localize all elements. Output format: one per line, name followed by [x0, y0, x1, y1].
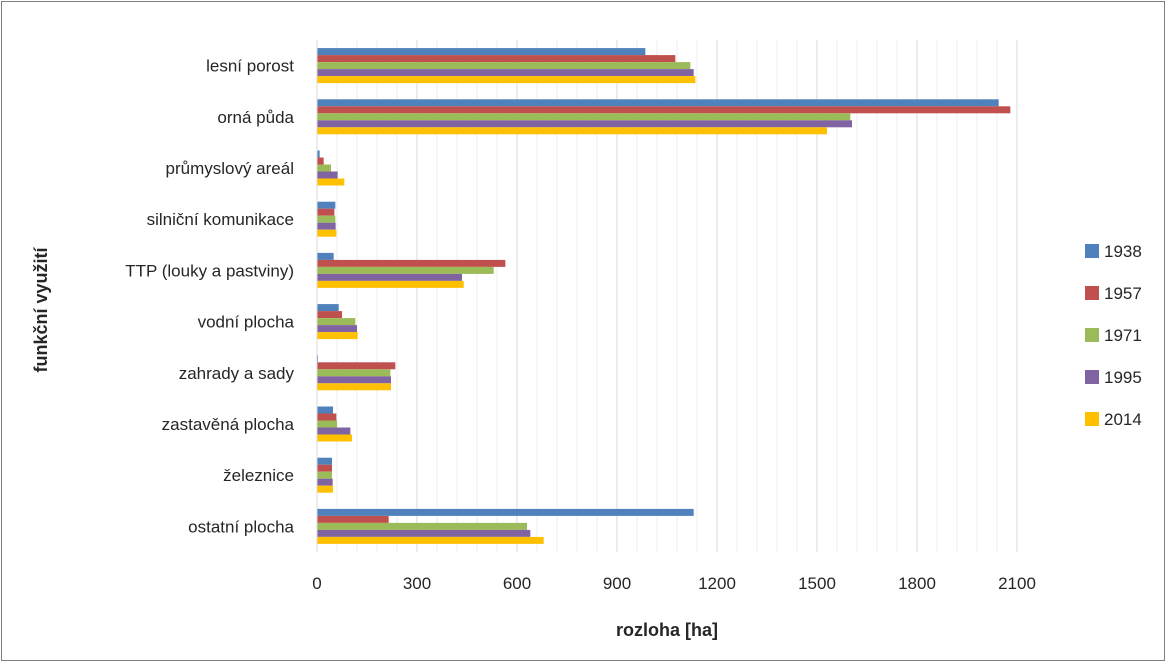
category-label: zahrady a sady: [179, 364, 295, 383]
bar-1971-1: [317, 113, 851, 121]
y-axis-title: funkční využití: [31, 246, 51, 372]
bar-1957-7: [317, 413, 337, 421]
x-tick-label: 300: [403, 574, 431, 593]
bar-2014-6: [317, 383, 391, 391]
bar-1995-3: [317, 222, 336, 230]
legend-label: 1971: [1104, 326, 1142, 345]
bar-2014-0: [317, 76, 696, 84]
bar-1971-0: [317, 62, 691, 70]
bar-1938-7: [317, 406, 333, 414]
bar-1971-2: [317, 164, 331, 172]
bar-1938-0: [317, 48, 646, 56]
x-tick-label: 1800: [898, 574, 936, 593]
bar-1995-4: [317, 273, 462, 281]
legend: 1938 1957 1971 1995 2014: [1085, 242, 1142, 429]
bar-2014-4: [317, 280, 464, 288]
bar-2014-1: [317, 127, 827, 135]
bar-1995-9: [317, 529, 531, 537]
x-axis-title: rozloha [ha]: [616, 620, 718, 640]
bar-1971-3: [317, 215, 336, 223]
bar-2014-7: [317, 434, 352, 442]
bar-1971-6: [317, 369, 391, 377]
bar-1957-0: [317, 55, 676, 63]
category-label: zastavěná plocha: [162, 415, 295, 434]
legend-label: 1957: [1104, 284, 1142, 303]
legend-label: 2014: [1104, 410, 1142, 429]
bar-1957-5: [317, 311, 342, 319]
x-tick-label: 1500: [798, 574, 836, 593]
category-label: silniční komunikace: [147, 210, 294, 229]
bar-2014-9: [317, 536, 544, 544]
bar-1995-1: [317, 120, 852, 128]
legend-swatch: [1085, 370, 1099, 384]
bar-1938-4: [317, 252, 334, 260]
bar-1971-7: [317, 420, 337, 428]
bar-1995-0: [317, 69, 694, 77]
category-labels: lesní porost orná půda průmyslový areál sil…: [125, 57, 294, 537]
bar-1938-2: [317, 150, 320, 158]
category-label: TTP (louky a pastviny): [125, 261, 294, 280]
x-tick-labels: 0 300 600 900 1200 1500 1800 2100: [312, 574, 1036, 593]
bar-1957-2: [317, 157, 324, 165]
x-tick-label: 0: [312, 574, 321, 593]
category-label: vodní plocha: [198, 313, 295, 332]
legend-swatch: [1085, 328, 1099, 342]
x-tick-label: 900: [603, 574, 631, 593]
bar-1938-1: [317, 99, 999, 107]
x-tick-label: 2100: [998, 574, 1036, 593]
category-label: lesní porost: [206, 57, 294, 76]
bar-1957-8: [317, 464, 332, 472]
category-label: průmyslový areál: [166, 159, 295, 178]
bar-1971-4: [317, 266, 494, 274]
legend-label: 1938: [1104, 242, 1142, 261]
bar-1957-1: [317, 106, 1011, 114]
bar-1995-6: [317, 376, 391, 384]
x-tick-label: 600: [503, 574, 531, 593]
legend-swatch: [1085, 412, 1099, 426]
bar-1995-7: [317, 427, 351, 435]
bar-1938-8: [317, 457, 332, 465]
bar-1957-3: [317, 208, 335, 216]
bar-1957-9: [317, 515, 389, 523]
bar-1995-8: [317, 478, 333, 486]
bar-1957-6: [317, 362, 396, 370]
bar-1971-5: [317, 318, 356, 326]
bar-2014-8: [317, 485, 333, 493]
bar-2014-2: [317, 178, 345, 186]
category-label: ostatní plocha: [188, 517, 294, 536]
bar-1938-9: [317, 508, 694, 516]
x-tick-label: 1200: [698, 574, 736, 593]
bar-1938-5: [317, 304, 339, 312]
legend-swatch: [1085, 244, 1099, 258]
bar-1971-8: [317, 471, 332, 479]
bar-1971-9: [317, 522, 527, 530]
legend-label: 1995: [1104, 368, 1142, 387]
bar-1995-2: [317, 171, 338, 179]
category-label: orná půda: [217, 108, 294, 127]
bar-1938-3: [317, 201, 336, 209]
bar-1957-4: [317, 259, 506, 267]
legend-swatch: [1085, 286, 1099, 300]
category-label: železnice: [223, 466, 294, 485]
bar-2014-3: [317, 229, 337, 237]
bar-1995-5: [317, 325, 357, 333]
bar-series: [317, 48, 1011, 544]
bar-2014-5: [317, 332, 358, 340]
